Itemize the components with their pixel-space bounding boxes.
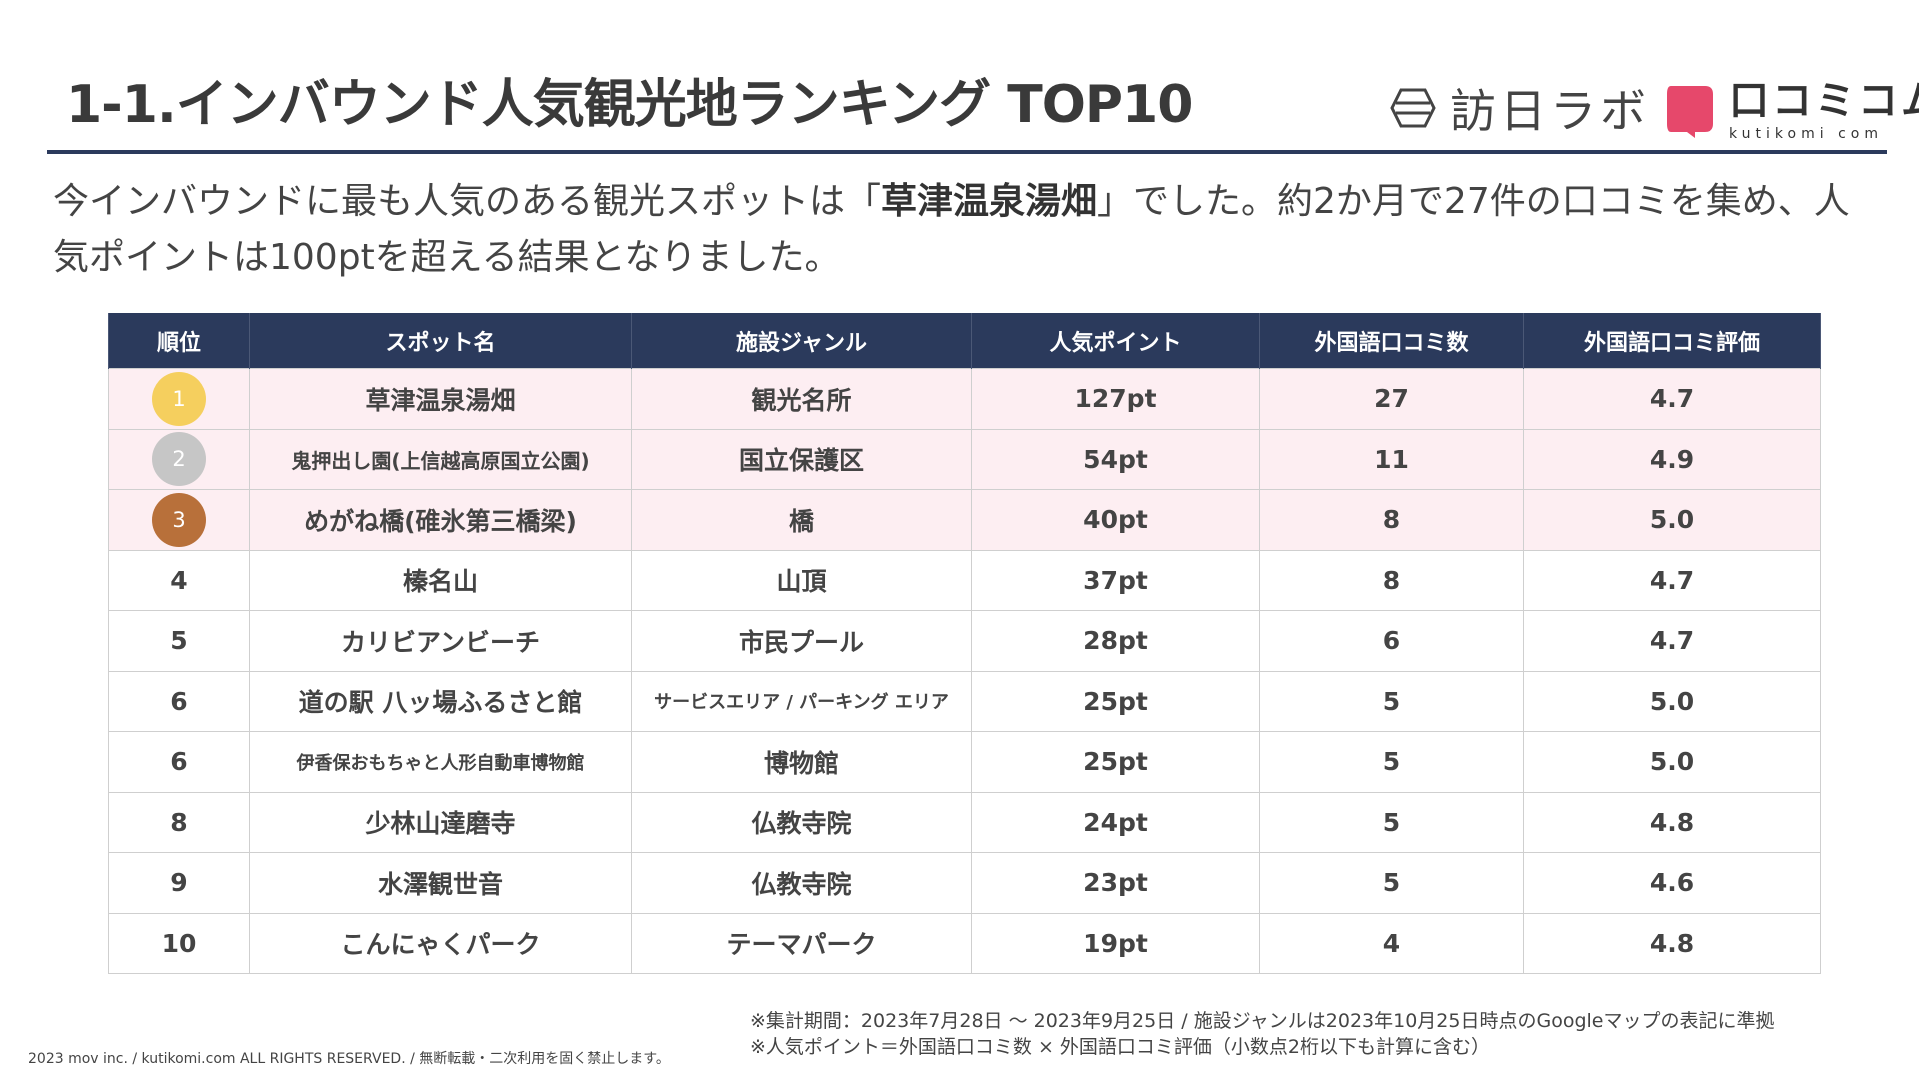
title-divider	[47, 150, 1887, 154]
rank-cell: 10	[108, 912, 250, 974]
rank-cell: 2	[108, 428, 250, 490]
houjin-labo-logo: 訪日ラボ	[1390, 78, 1650, 138]
footnotes: ※集計期間：2023年7月28日 〜 2023年9月25日 / 施設ジャンルは2…	[750, 1008, 1774, 1060]
points-cell: 25pt	[971, 670, 1260, 732]
speech-bubble-logo-icon	[1667, 86, 1713, 138]
spot-cell: こんにゃくパーク	[249, 912, 632, 974]
genre-cell: 市民プール	[631, 610, 972, 672]
genre-cell: 山頂	[631, 549, 972, 611]
genre-cell: 仏教寺院	[631, 791, 972, 853]
lead-highlight: 草津温泉湯畑	[881, 181, 1098, 222]
header-review-rating: 外国語口コミ評価	[1523, 313, 1821, 369]
header-review-count: 外国語口コミ数	[1259, 313, 1524, 369]
points-cell: 19pt	[971, 912, 1260, 974]
table-row: 6 伊香保おもちゃと人形自動車博物館 博物館 25pt 5 5.0	[108, 731, 1821, 793]
spot-cell: 道の駅 八ッ場ふるさと館	[249, 670, 632, 732]
points-cell: 24pt	[971, 791, 1260, 853]
table-row: 3 めがね橋(碓氷第三橋梁) 橋 40pt 8 5.0	[108, 489, 1821, 551]
spot-cell: 鬼押出し園(上信越高原国立公園)	[249, 428, 632, 490]
ranking-table: 順位 スポット名 施設ジャンル 人気ポイント 外国語口コミ数 外国語口コミ評価 …	[108, 313, 1821, 974]
spot-cell: 榛名山	[249, 549, 632, 611]
points-cell: 40pt	[971, 489, 1260, 551]
count-cell: 4	[1259, 912, 1524, 974]
rating-cell: 4.6	[1523, 852, 1821, 914]
rating-cell: 5.0	[1523, 489, 1821, 551]
table-row: 10 こんにゃくパーク テーマパーク 19pt 4 4.8	[108, 912, 1821, 974]
spot-cell: 水澤観世音	[249, 852, 632, 914]
rank-cell: 6	[108, 670, 250, 732]
bronze-medal-icon: 3	[152, 492, 206, 547]
genre-cell: 博物館	[631, 731, 972, 793]
rank-cell: 5	[108, 610, 250, 672]
header-rank: 順位	[108, 313, 250, 369]
points-cell: 54pt	[971, 428, 1260, 490]
kutikomi-logo: 口コミコム kutikomi com	[1665, 80, 1919, 142]
count-cell: 8	[1259, 489, 1524, 551]
count-cell: 6	[1259, 610, 1524, 672]
rating-cell: 5.0	[1523, 670, 1821, 732]
table-row: 1 草津温泉湯畑 観光名所 127pt 27 4.7	[108, 368, 1821, 430]
genre-cell: サービスエリア / パーキング エリア	[631, 670, 972, 732]
genre-cell: 国立保護区	[631, 428, 972, 490]
spot-cell: 草津温泉湯畑	[249, 368, 632, 430]
hexagon-logo-icon	[1390, 88, 1436, 128]
footnote-period: ※集計期間：2023年7月28日 〜 2023年9月25日 / 施設ジャンルは2…	[750, 1010, 1775, 1032]
rank-cell: 3	[108, 489, 250, 551]
rating-cell: 4.8	[1523, 791, 1821, 853]
page-title: 1-1.インバウンド人気観光地ランキング TOP10	[66, 75, 1193, 135]
count-cell: 8	[1259, 549, 1524, 611]
rating-cell: 4.7	[1523, 368, 1821, 430]
table-header-row: 順位 スポット名 施設ジャンル 人気ポイント 外国語口コミ数 外国語口コミ評価	[108, 313, 1821, 369]
count-cell: 5	[1259, 791, 1524, 853]
rank-cell: 8	[108, 791, 250, 853]
spot-cell: カリビアンビーチ	[249, 610, 632, 672]
rating-cell: 4.7	[1523, 610, 1821, 672]
gold-medal-icon: 1	[152, 371, 206, 426]
kutikomi-logo-jp: 口コミコム	[1729, 78, 1919, 124]
header-spot: スポット名	[249, 313, 632, 369]
points-cell: 25pt	[971, 731, 1260, 793]
count-cell: 5	[1259, 731, 1524, 793]
table-row: 2 鬼押出し園(上信越高原国立公園) 国立保護区 54pt 11 4.9	[108, 428, 1821, 490]
genre-cell: 観光名所	[631, 368, 972, 430]
spot-cell: めがね橋(碓氷第三橋梁)	[249, 489, 632, 551]
lead-text-after: 」でした。約2か月で27件の口コミを集め、人気ポイントは100ptを超える結果と…	[53, 181, 1850, 278]
spot-cell: 少林山達磨寺	[249, 791, 632, 853]
header-points: 人気ポイント	[971, 313, 1260, 369]
genre-cell: 仏教寺院	[631, 852, 972, 914]
rank-cell: 1	[108, 368, 250, 430]
points-cell: 28pt	[971, 610, 1260, 672]
points-cell: 127pt	[971, 368, 1260, 430]
rank-cell: 9	[108, 852, 250, 914]
rating-cell: 4.7	[1523, 549, 1821, 611]
rating-cell: 4.8	[1523, 912, 1821, 974]
rank-cell: 4	[108, 549, 250, 611]
header-genre: 施設ジャンル	[631, 313, 972, 369]
count-cell: 11	[1259, 428, 1524, 490]
table-row: 6 道の駅 八ッ場ふるさと館 サービスエリア / パーキング エリア 25pt …	[108, 670, 1821, 732]
count-cell: 5	[1259, 670, 1524, 732]
table-row: 4 榛名山 山頂 37pt 8 4.7	[108, 549, 1821, 611]
rating-cell: 4.9	[1523, 428, 1821, 490]
rating-cell: 5.0	[1523, 731, 1821, 793]
copyright: 2023 mov inc. / kutikomi.com ALL RIGHTS …	[28, 1051, 670, 1067]
points-cell: 37pt	[971, 549, 1260, 611]
points-cell: 23pt	[971, 852, 1260, 914]
table-row: 9 水澤観世音 仏教寺院 23pt 5 4.6	[108, 852, 1821, 914]
table-row: 8 少林山達磨寺 仏教寺院 24pt 5 4.8	[108, 791, 1821, 853]
genre-cell: 橋	[631, 489, 972, 551]
houjin-labo-logo-text: 訪日ラボ	[1450, 84, 1650, 138]
count-cell: 27	[1259, 368, 1524, 430]
rank-cell: 6	[108, 731, 250, 793]
footnote-formula: ※人気ポイント＝外国語口コミ数 × 外国語口コミ評価（小数点2桁以下も計算に含む…	[750, 1036, 1491, 1058]
silver-medal-icon: 2	[152, 432, 206, 487]
genre-cell: テーマパーク	[631, 912, 972, 974]
table-row: 5 カリビアンビーチ 市民プール 28pt 6 4.7	[108, 610, 1821, 672]
count-cell: 5	[1259, 852, 1524, 914]
spot-cell: 伊香保おもちゃと人形自動車博物館	[249, 731, 632, 793]
lead-paragraph: 今インバウンドに最も人気のある観光スポットは「草津温泉湯畑」でした。約2か月で2…	[53, 174, 1853, 286]
kutikomi-logo-en: kutikomi com	[1729, 126, 1883, 142]
lead-text-before: 今インバウンドに最も人気のある観光スポットは「	[53, 181, 882, 222]
